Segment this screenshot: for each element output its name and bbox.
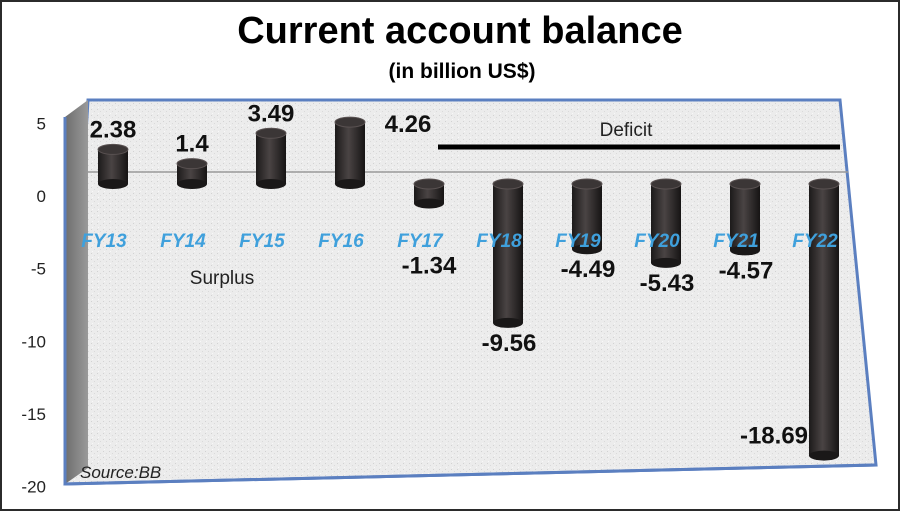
data-label: -9.56 bbox=[482, 330, 537, 357]
data-label: -4.49 bbox=[561, 256, 616, 283]
category-label: FY16 bbox=[318, 231, 364, 252]
bar-fy22 bbox=[808, 178, 840, 461]
bar-bottom-cap bbox=[493, 317, 523, 328]
data-label: -18.69 bbox=[740, 423, 808, 450]
bar-body bbox=[177, 163, 207, 184]
bar-bottom-cap bbox=[335, 179, 365, 189]
bar-body bbox=[335, 122, 365, 184]
deficit-annotation: Deficit bbox=[600, 120, 654, 141]
category-label: FY15 bbox=[239, 231, 285, 252]
bar-bottom-cap bbox=[809, 450, 839, 461]
category-label: FY20 bbox=[634, 231, 680, 252]
data-label: -5.43 bbox=[640, 270, 695, 297]
bar-fy19 bbox=[571, 178, 603, 255]
bar-body bbox=[809, 184, 839, 456]
bar-top-cap bbox=[255, 127, 287, 139]
bar-body bbox=[414, 184, 444, 204]
bar-top-cap bbox=[571, 178, 603, 190]
chart-title: Current account balance bbox=[237, 10, 683, 52]
plot-side-wall bbox=[65, 100, 88, 484]
bar-fy21 bbox=[729, 178, 761, 256]
category-label: FY22 bbox=[792, 231, 838, 252]
bar-body bbox=[256, 133, 286, 184]
y-tick-label: -15 bbox=[21, 405, 46, 424]
y-tick-label: -10 bbox=[21, 332, 46, 351]
bar-body bbox=[493, 184, 523, 323]
data-label: -1.34 bbox=[402, 252, 457, 279]
surplus-annotation: Surplus bbox=[190, 268, 254, 289]
bar-top-cap bbox=[492, 178, 524, 190]
bar-bottom-cap bbox=[177, 179, 207, 189]
y-tick-label: -5 bbox=[31, 260, 46, 279]
category-label: FY13 bbox=[81, 231, 127, 252]
category-label: FY18 bbox=[476, 231, 522, 252]
data-label: 3.49 bbox=[248, 100, 295, 127]
bar-top-cap bbox=[729, 178, 761, 190]
bar-bottom-cap bbox=[414, 198, 444, 209]
bar-top-cap bbox=[808, 178, 840, 190]
category-label: FY14 bbox=[160, 231, 206, 252]
bar-body bbox=[730, 184, 760, 251]
category-label: FY17 bbox=[397, 231, 444, 252]
source-note: Source:BB bbox=[80, 463, 161, 482]
bar-fy20 bbox=[650, 178, 682, 268]
data-label: -4.57 bbox=[719, 257, 774, 284]
bar-bottom-cap bbox=[730, 245, 760, 256]
bar-fy18 bbox=[492, 178, 524, 328]
bar-body bbox=[572, 184, 602, 250]
category-label: FY21 bbox=[713, 231, 758, 252]
bar-body bbox=[651, 184, 681, 263]
bar-top-cap bbox=[176, 158, 208, 170]
bar-fy15 bbox=[255, 127, 287, 189]
bar-top-cap bbox=[97, 143, 129, 155]
y-tick-label: -20 bbox=[21, 478, 46, 497]
data-label: 2.38 bbox=[90, 116, 137, 143]
data-label: 1.4 bbox=[175, 131, 209, 158]
bar-bottom-cap bbox=[572, 244, 602, 255]
bar-fy13 bbox=[97, 143, 129, 189]
bar-fy14 bbox=[176, 158, 208, 189]
data-label: 4.26 bbox=[385, 111, 432, 138]
bar-top-cap bbox=[413, 178, 445, 190]
bar-fy17 bbox=[413, 178, 445, 209]
bar-top-cap bbox=[650, 178, 682, 190]
bar-bottom-cap bbox=[651, 257, 681, 268]
y-tick-label: 5 bbox=[37, 114, 46, 133]
category-label: FY19 bbox=[555, 231, 601, 252]
bar-body bbox=[98, 149, 128, 184]
plot-floor-edge bbox=[64, 463, 877, 486]
bar-bottom-cap bbox=[98, 179, 128, 189]
bar-fy16 bbox=[334, 116, 366, 189]
y-tick-label: 0 bbox=[37, 187, 46, 206]
bar-bottom-cap bbox=[256, 179, 286, 189]
chart-subtitle: (in billion US$) bbox=[389, 60, 536, 83]
bar-top-cap bbox=[334, 116, 366, 128]
